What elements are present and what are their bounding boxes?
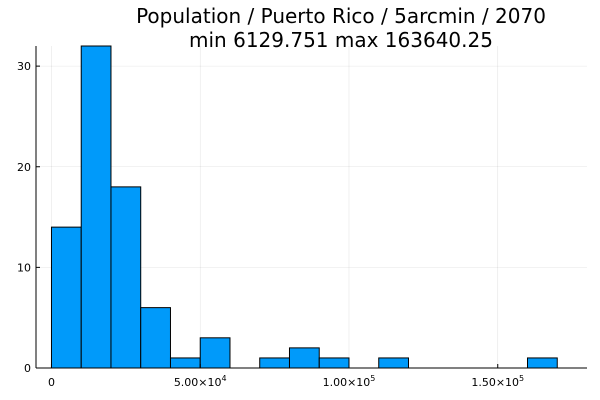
x-tick-label: 5.00×104 xyxy=(174,374,227,389)
histogram-bar xyxy=(110,186,142,369)
x-tick-label: 0 xyxy=(48,376,55,389)
y-tick-label: 30 xyxy=(17,60,31,73)
chart-title: Population / Puerto Rico / 5arcmin / 207… xyxy=(136,4,546,28)
histogram-bar xyxy=(259,357,290,369)
y-tick-label: 10 xyxy=(17,261,31,274)
histogram-bar xyxy=(526,357,558,369)
histogram-bars xyxy=(50,45,558,369)
chart-subtitle: min 6129.751 max 163640.25 xyxy=(189,28,493,52)
histogram-bar xyxy=(140,307,171,369)
x-tick-label: 1.00×105 xyxy=(323,374,376,389)
histogram-bar xyxy=(318,357,350,369)
histogram-bar xyxy=(169,357,201,369)
y-tick-label: 0 xyxy=(24,362,31,375)
histogram-bar xyxy=(288,347,320,369)
histogram-bar xyxy=(50,226,82,369)
histogram-bar xyxy=(80,45,112,369)
histogram-bar xyxy=(378,357,409,369)
y-tick-label: 20 xyxy=(17,161,31,174)
x-tick-label: 1.50×105 xyxy=(471,374,524,389)
axes: 0 5.00×104 1.00×105 1.50×105 0 10 20 30 xyxy=(17,46,587,389)
histogram-bar xyxy=(199,337,231,369)
